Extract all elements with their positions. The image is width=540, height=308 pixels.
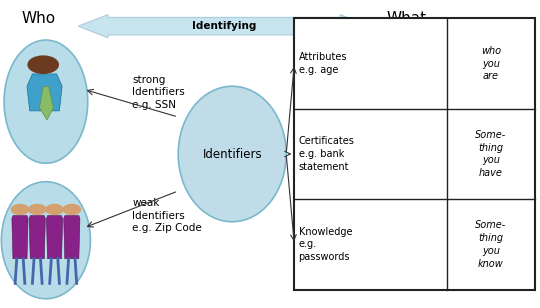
Text: Attributes
e.g. age: Attributes e.g. age — [299, 52, 347, 75]
Polygon shape — [39, 86, 53, 120]
Polygon shape — [29, 216, 45, 259]
Ellipse shape — [178, 86, 286, 222]
Bar — [294, 18, 535, 290]
Text: Some-
thing
you
have: Some- thing you have — [475, 130, 507, 178]
Text: Identifying: Identifying — [192, 21, 256, 31]
Circle shape — [11, 205, 29, 214]
Text: What: What — [386, 11, 426, 26]
Polygon shape — [46, 216, 63, 259]
Text: who
you
are: who you are — [481, 46, 501, 81]
Circle shape — [46, 205, 63, 214]
Text: Certificates
e.g. bank
statement: Certificates e.g. bank statement — [299, 136, 354, 172]
Ellipse shape — [4, 40, 87, 163]
Ellipse shape — [2, 182, 91, 299]
Circle shape — [28, 56, 58, 73]
Text: weak
Identifiers
e.g. Zip Code: weak Identifiers e.g. Zip Code — [132, 198, 202, 233]
Text: Some-
thing
you
know: Some- thing you know — [475, 220, 507, 269]
Polygon shape — [78, 14, 370, 38]
Polygon shape — [12, 216, 28, 259]
Polygon shape — [64, 216, 80, 259]
Text: Knowledge
e.g.
passwords: Knowledge e.g. passwords — [299, 227, 352, 262]
Text: Identifiers: Identifiers — [202, 148, 262, 160]
Circle shape — [63, 205, 80, 214]
Text: strong
Identifiers
e.g. SSN: strong Identifiers e.g. SSN — [132, 75, 185, 110]
Circle shape — [29, 205, 46, 214]
Polygon shape — [27, 74, 62, 111]
Text: Who: Who — [22, 11, 56, 26]
